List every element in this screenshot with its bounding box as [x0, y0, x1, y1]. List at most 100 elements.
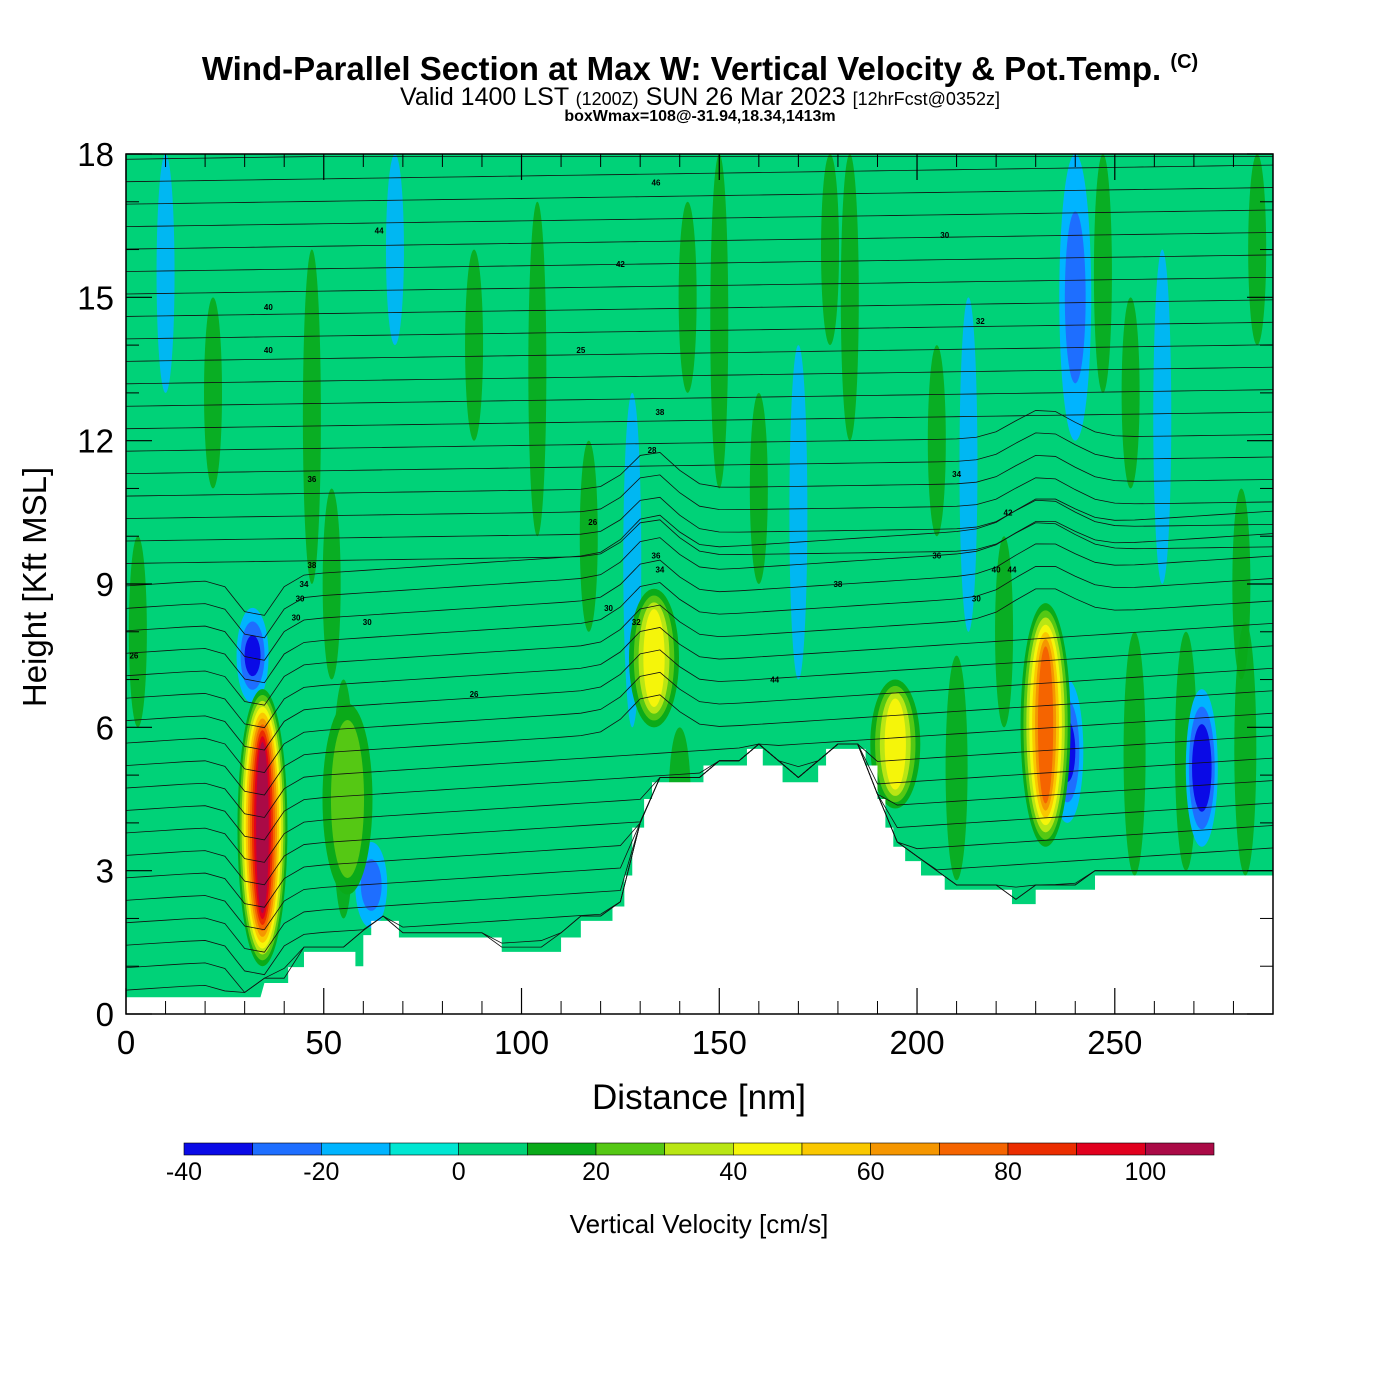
colorbar-tick-label: 80: [994, 1158, 1022, 1186]
valid-time-line: Valid 1400 LST (1200Z) SUN 26 Mar 2023 […: [0, 83, 1400, 112]
field-streak: [749, 392, 768, 584]
colorbar-swatch: [801, 1142, 871, 1156]
field-streak: [579, 440, 598, 632]
field-streak: [156, 154, 175, 393]
theta-contours: [126, 155, 1273, 994]
y-axis-label: Height [Kft MSL]: [16, 467, 53, 707]
theta-contour: [126, 209, 1273, 228]
field-streak: [840, 154, 859, 441]
colorbar-swatch: [1007, 1142, 1077, 1156]
theta-contour: [126, 474, 1273, 519]
theta-label: 30: [363, 618, 372, 627]
colorbar-tick-label: 100: [1124, 1158, 1166, 1186]
colorbar-swatch: [939, 1142, 1009, 1156]
field-streak: [528, 201, 547, 537]
downdraft-core: [244, 635, 261, 677]
field-streak: [1153, 249, 1172, 584]
theta-contour: [126, 299, 1273, 317]
theta-contour: [126, 498, 1273, 616]
theta-label: 34: [952, 470, 961, 479]
theta-label: 46: [652, 179, 661, 188]
field-band: [1234, 622, 1257, 876]
x-tick-label: 200: [890, 1024, 945, 1061]
theta-label: 26: [470, 690, 479, 699]
theta-contour: [126, 276, 1273, 295]
box-wmax-info: boxWmax=108@-31.94,18.34,1413m: [564, 108, 836, 125]
colorbar-tick-label: 60: [857, 1158, 885, 1186]
x-tick-label: 50: [305, 1024, 342, 1061]
theta-contour: [126, 543, 1273, 661]
theta-label: 25: [576, 346, 585, 355]
forecast-info: [12hrFcst@0352z]: [852, 89, 1000, 109]
theta-label: 44: [375, 226, 384, 235]
theta-label: 30: [296, 594, 305, 603]
updraft-core: [256, 742, 269, 914]
y-tick-label: 9: [96, 566, 114, 603]
field-streak: [710, 154, 729, 489]
theta-contour: [126, 432, 1273, 475]
theta-label: 30: [604, 604, 613, 613]
theta-label: 36: [307, 475, 316, 484]
updraft-core: [330, 719, 365, 879]
theta-contour: [126, 389, 1273, 407]
theta-contour: [126, 155, 1273, 160]
y-tick-label: 3: [96, 853, 114, 890]
field-streak: [959, 297, 978, 632]
theta-contour: [126, 344, 1273, 362]
theta-label: 32: [976, 317, 985, 326]
field-streak: [302, 249, 321, 584]
colorbar-tick-label: 0: [452, 1158, 466, 1186]
colorbar-swatch: [183, 1142, 253, 1156]
y-tick-label: 15: [77, 279, 114, 316]
theta-label: 26: [588, 518, 597, 527]
theta-contour: [126, 164, 1273, 183]
colorbar-tick-label: -40: [166, 1158, 202, 1186]
colorbar-label: Vertical Velocity [cm/s]: [570, 1209, 829, 1239]
terrain: [126, 748, 1273, 1014]
theta-contour: [126, 622, 1273, 729]
theta-contour: [126, 232, 1273, 250]
x-axis-label: Distance [nm]: [592, 1078, 806, 1117]
colorbar: -40 -20 0 20 40 60 80 100: [166, 1142, 1215, 1186]
theta-contour: [126, 366, 1273, 385]
theta-label: 30: [972, 594, 981, 603]
theta-contour: [126, 411, 1273, 430]
field-streak: [385, 154, 404, 346]
theta-contour: [126, 254, 1273, 272]
colorbar-swatch: [252, 1142, 322, 1156]
y-tick-label: 12: [77, 423, 114, 460]
theta-contour: [126, 521, 1273, 639]
colorbar-swatch: [733, 1142, 803, 1156]
valid-date: SUN 26 Mar 2023: [645, 83, 846, 111]
x-tick-label: 150: [692, 1024, 747, 1061]
colorbar-swatch: [321, 1142, 391, 1156]
x-tick-label: 0: [117, 1024, 135, 1061]
theta-contour: [126, 712, 1273, 818]
updraft-core: [643, 609, 665, 708]
theta-label: 42: [616, 260, 625, 269]
theta-label: 38: [833, 580, 842, 589]
theta-label: 42: [1004, 508, 1013, 517]
colorbar-swatch: [458, 1142, 528, 1156]
theta-label: 34: [655, 566, 664, 575]
theta-contour: [126, 496, 1273, 542]
downdraft-core: [360, 859, 382, 911]
field-streak: [204, 297, 223, 489]
theta-contour: [126, 735, 1273, 841]
updraft-core: [884, 698, 906, 790]
theta-label: 44: [770, 676, 779, 685]
field-streak: [465, 249, 484, 441]
theta-label: 44: [1008, 566, 1017, 575]
downdraft-core: [1064, 211, 1086, 384]
colorbar-swatch: [870, 1142, 940, 1156]
x-tick-label: 250: [1087, 1024, 1142, 1061]
theta-contour: [126, 519, 1273, 564]
theta-contour-labels: 26 30 30 34 38 36 30 26 26 25 30 32 34 36 28 38 40 40 44 42…: [129, 179, 1016, 699]
theta-label: 38: [307, 561, 316, 570]
colorbar-swatch: [664, 1142, 734, 1156]
x-tick-label: 100: [494, 1024, 549, 1061]
theta-contour: [126, 321, 1273, 340]
field-streak: [678, 201, 697, 393]
